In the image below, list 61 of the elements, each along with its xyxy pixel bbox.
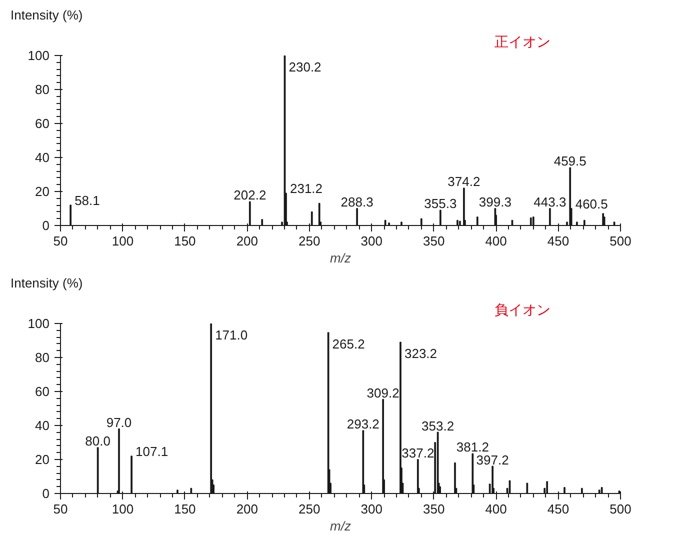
annotation: 443.3 (534, 194, 566, 210)
x-tick-label: 150 (174, 502, 196, 516)
annotation: 459.5 (554, 154, 586, 169)
x-axis-title: m/z (330, 518, 352, 534)
y-tick-label: 100 (28, 48, 50, 63)
y-tick-label: 40 (35, 418, 50, 433)
annotation: 107.1 (136, 444, 168, 460)
x-tick-label: 100 (112, 502, 134, 516)
annotation: 202.2 (234, 188, 266, 203)
annotation: 323.2 (404, 346, 438, 362)
annotation: 230.2 (288, 60, 322, 74)
x-tick-label: 50 (53, 234, 68, 248)
y-axis-title: Intensity (%) (10, 276, 83, 290)
x-tick-label: 450 (547, 502, 570, 516)
annotation: 97.0 (106, 414, 132, 430)
x-axis-title: m/z (330, 250, 352, 266)
x-tick-label: 450 (547, 234, 570, 248)
annotation: 337.2 (402, 446, 434, 460)
x-tick-label: 500 (610, 502, 632, 516)
x-tick-label: 300 (360, 502, 382, 516)
x-tick-label: 50 (53, 502, 68, 516)
annotation: 80.0 (85, 434, 110, 449)
y-tick-label: 60 (35, 116, 50, 131)
y-tick-label: 20 (35, 452, 50, 467)
annotation: 231.2 (290, 181, 323, 196)
y-tick-label: 0 (42, 218, 50, 233)
y-tick-label: 0 (42, 486, 50, 501)
x-tick-label: 200 (236, 502, 258, 516)
annotation: 288.3 (340, 194, 374, 210)
y-tick-label: 60 (35, 384, 50, 399)
x-tick-label: 500 (610, 234, 632, 248)
annotation: 58.1 (74, 193, 100, 208)
annotation: 309.2 (366, 385, 400, 400)
annotation: 381.2 (456, 440, 489, 455)
annotation: 397.2 (476, 452, 509, 468)
x-tick-label: 350 (422, 502, 445, 516)
annotation: 374.2 (448, 174, 480, 190)
x-tick-label: 400 (485, 502, 507, 516)
chart-title: 負イオン (494, 302, 550, 318)
annotation: 353.2 (422, 418, 454, 434)
x-tick-label: 100 (112, 234, 134, 248)
annotation: 460.5 (575, 196, 608, 212)
x-tick-label: 150 (174, 234, 196, 248)
y-tick-label: 80 (35, 350, 50, 365)
chart-title: 正イオン (494, 34, 550, 50)
annotation: 265.2 (332, 336, 365, 352)
x-tick-label: 200 (236, 234, 258, 248)
y-tick-label: 100 (28, 316, 50, 331)
x-tick-label: 250 (298, 234, 320, 248)
x-tick-label: 300 (360, 234, 382, 248)
annotation: 399.3 (478, 194, 512, 210)
x-tick-label: 250 (298, 502, 320, 516)
y-axis-title: Intensity (%) (10, 8, 83, 22)
x-tick-label: 400 (485, 234, 507, 248)
x-tick-label: 350 (422, 234, 445, 248)
annotation: 293.2 (346, 416, 380, 432)
annotation: 171.0 (215, 328, 248, 342)
y-tick-label: 80 (35, 82, 50, 97)
y-tick-label: 20 (35, 184, 50, 199)
y-tick-label: 40 (35, 150, 50, 165)
annotation: 355.3 (424, 196, 457, 212)
